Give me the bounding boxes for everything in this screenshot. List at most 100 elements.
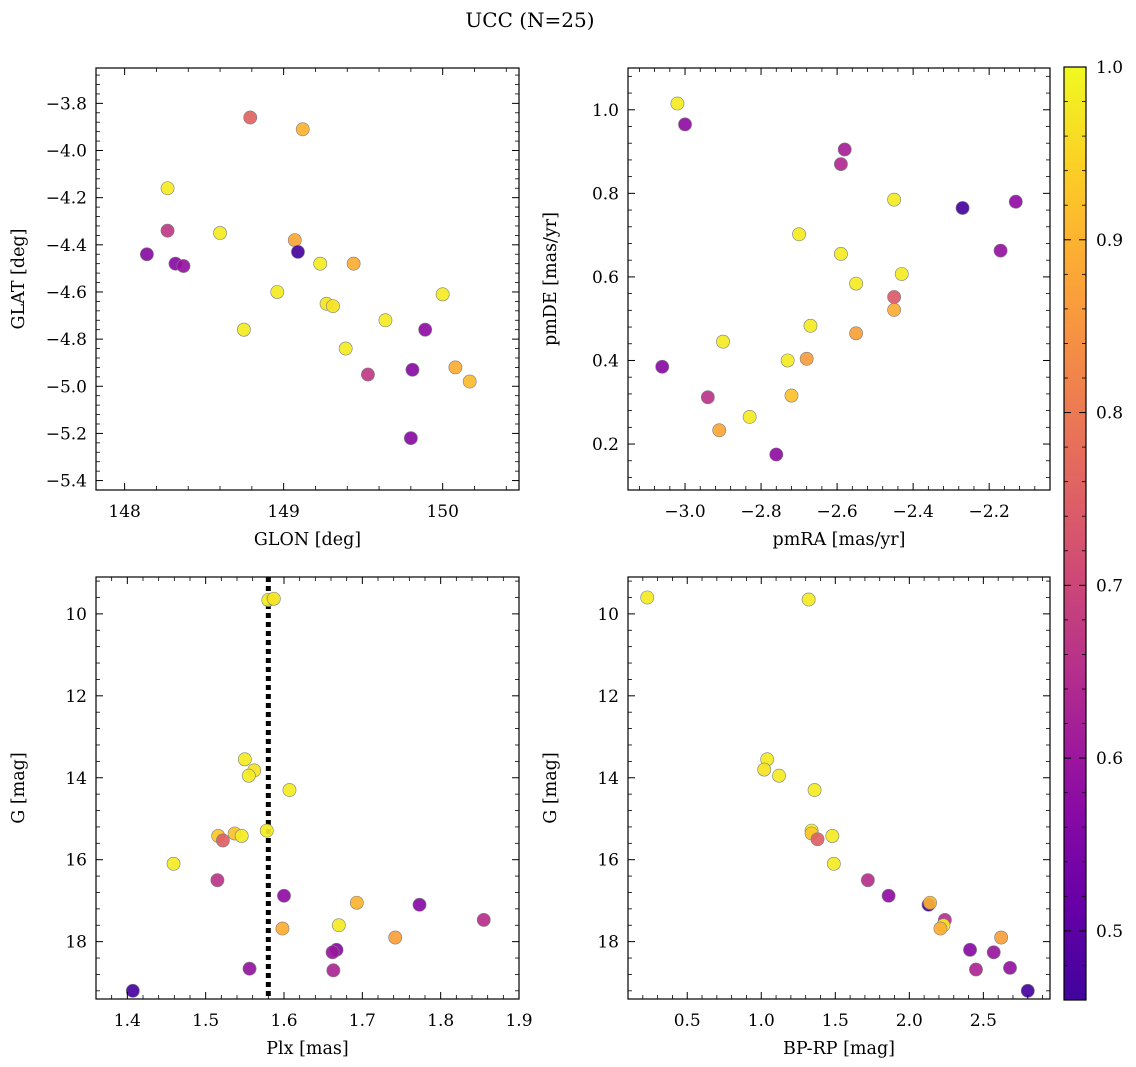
data-point — [266, 591, 281, 606]
data-point — [933, 921, 948, 936]
y-tick-label: 18 — [65, 933, 87, 953]
data-point — [807, 783, 822, 797]
data-point — [388, 930, 403, 945]
data-point — [448, 360, 463, 375]
y-axis-label: pmDE [mas/yr] — [541, 212, 561, 346]
colorbar-gradient — [1064, 67, 1086, 1000]
data-point — [1008, 194, 1023, 209]
data-point — [894, 267, 909, 281]
y-tick-label: 0.4 — [592, 351, 619, 371]
x-tick-label: 2.0 — [896, 1011, 923, 1031]
data-point — [801, 592, 816, 607]
data-point — [361, 367, 375, 382]
y-tick-label: 14 — [65, 769, 87, 789]
y-tick-label: −4.2 — [46, 189, 87, 209]
x-tick-label: 1.7 — [349, 1011, 376, 1031]
data-point — [325, 945, 340, 960]
x-tick-label: 1.6 — [270, 1011, 297, 1031]
data-point — [969, 962, 983, 977]
x-tick-label: 1.5 — [192, 1011, 219, 1031]
y-tick-label: −4.4 — [46, 236, 87, 256]
data-point — [125, 983, 140, 998]
data-point — [282, 783, 297, 797]
data-point — [834, 247, 848, 261]
colorbar-tick-label: 0.7 — [1096, 576, 1123, 596]
data-point — [712, 423, 727, 438]
data-point — [326, 963, 341, 978]
data-point — [784, 388, 799, 403]
y-tick-label: 0.8 — [592, 184, 619, 204]
data-point — [270, 285, 285, 299]
data-point — [313, 256, 328, 271]
data-point — [887, 192, 902, 207]
figure-title: UCC (N=25) — [465, 8, 594, 32]
data-point — [166, 856, 181, 871]
y-tick-label: 1.0 — [592, 101, 619, 121]
plot-frame — [627, 576, 1051, 1000]
panels: 148 149 150 −5.4 −5.2 −5.0 −4.8 −4.6 −4.4 −4.2 −4.… — [9, 67, 1051, 1059]
x-tick-label: 1.5 — [822, 1011, 849, 1031]
scatter-panel-3: 1.4 1.5 1.6 1.7 1.8 1.9 10 12 14 16 18 Plx [mas] G [… — [9, 576, 533, 1059]
data-point — [237, 752, 252, 767]
x-tick-label: 148 — [108, 502, 140, 522]
data-point — [742, 409, 757, 424]
data-point — [994, 930, 1009, 945]
data-point — [810, 832, 825, 847]
data-point — [287, 233, 302, 248]
plot-frame — [627, 67, 1051, 491]
y-tick-label: 14 — [597, 769, 619, 789]
data-point — [275, 921, 290, 936]
data-point — [986, 945, 1001, 960]
colorbar-tick-label: 0.9 — [1096, 231, 1123, 251]
x-tick-label: 150 — [426, 502, 458, 522]
data-point — [236, 322, 251, 337]
data-point — [993, 243, 1008, 258]
y-tick-label: −4.8 — [46, 330, 87, 350]
y-tick-label: −5.4 — [46, 472, 87, 492]
x-tick-label: 149 — [267, 502, 299, 522]
data-point — [792, 227, 806, 242]
data-point — [780, 353, 795, 368]
colorbar-tick-label: 0.6 — [1096, 749, 1123, 769]
data-point — [139, 247, 154, 262]
data-point — [331, 918, 346, 933]
data-point — [259, 823, 274, 838]
data-point — [160, 223, 175, 238]
data-point — [349, 895, 364, 910]
x-tick-label: −2.6 — [816, 502, 857, 522]
data-point — [655, 359, 670, 374]
data-point — [160, 181, 175, 196]
data-point — [291, 244, 305, 259]
data-point — [403, 431, 418, 446]
data-point — [757, 762, 772, 777]
y-tick-label: 10 — [597, 605, 619, 625]
y-tick-label: −4.0 — [46, 142, 87, 162]
data-point — [825, 829, 840, 843]
data-point — [834, 157, 848, 171]
data-point — [412, 897, 427, 912]
data-point — [338, 341, 353, 356]
y-tick-label: −5.2 — [46, 424, 87, 444]
y-tick-label: −5.0 — [46, 377, 87, 397]
data-point — [241, 768, 256, 783]
colorbar-tick-label: 0.5 — [1096, 922, 1123, 942]
data-point — [243, 110, 258, 125]
y-axis-label: G [mag] — [9, 752, 29, 823]
data-point — [405, 362, 420, 377]
data-point — [963, 942, 977, 957]
data-point — [277, 888, 291, 903]
x-axis-label: BP-RP [mag] — [783, 1039, 895, 1059]
plot-frame — [95, 67, 520, 491]
data-point — [799, 351, 814, 366]
data-point — [378, 313, 393, 328]
data-point — [849, 276, 864, 291]
data-point — [826, 856, 841, 871]
scatter-panel-2: −3.0 −2.8 −2.6 −2.4 −2.2 0.2 0.4 0.6 0.8 1.0 pmRA … — [541, 67, 1051, 550]
y-tick-label: 0.6 — [592, 268, 619, 288]
data-points — [655, 96, 1023, 462]
colorbar-frame — [1063, 66, 1087, 1001]
scatter-panel-4: 0.5 1.0 1.5 2.0 2.5 10 12 14 16 18 BP-RP [mag] G [m… — [541, 576, 1051, 1059]
data-point — [210, 873, 225, 888]
data-point — [955, 201, 970, 215]
